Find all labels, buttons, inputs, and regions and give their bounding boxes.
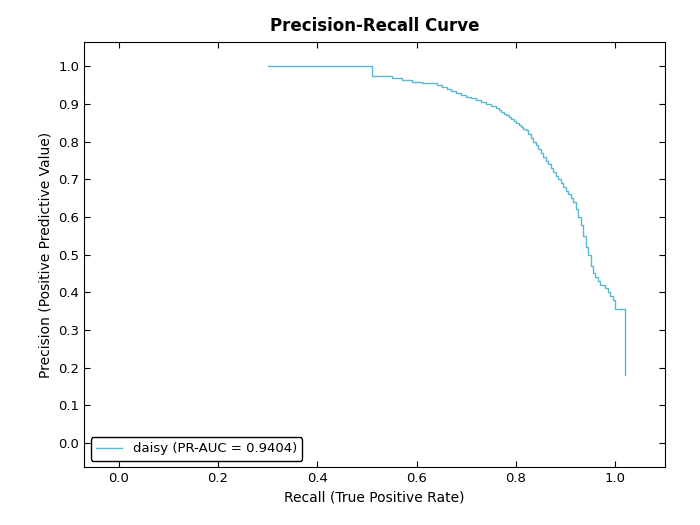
Title: Precision-Recall Curve: Precision-Recall Curve [270, 17, 480, 35]
daisy (PR-AUC = 0.9404) [428, 80, 436, 87]
Y-axis label: Precision (Positive Predictive Value): Precision (Positive Predictive Value) [38, 132, 52, 377]
Legend: daisy (PR-AUC = 0.9404): daisy (PR-AUC = 0.9404) [90, 437, 302, 460]
daisy (PR-AUC = 0.9404) [442, 86, 451, 92]
daisy (PR-AUC = 0.9404) [263, 64, 272, 70]
daisy (PR-AUC = 0.9404) [529, 139, 538, 145]
Line: daisy (PR-AUC = 0.9404): daisy (PR-AUC = 0.9404) [267, 67, 625, 375]
daisy (PR-AUC = 0.9404) [621, 372, 629, 378]
daisy (PR-AUC = 0.9404) [581, 244, 589, 250]
X-axis label: Recall (True Positive Rate): Recall (True Positive Rate) [284, 491, 465, 505]
daisy (PR-AUC = 0.9404) [554, 176, 562, 183]
daisy (PR-AUC = 0.9404) [524, 131, 533, 138]
